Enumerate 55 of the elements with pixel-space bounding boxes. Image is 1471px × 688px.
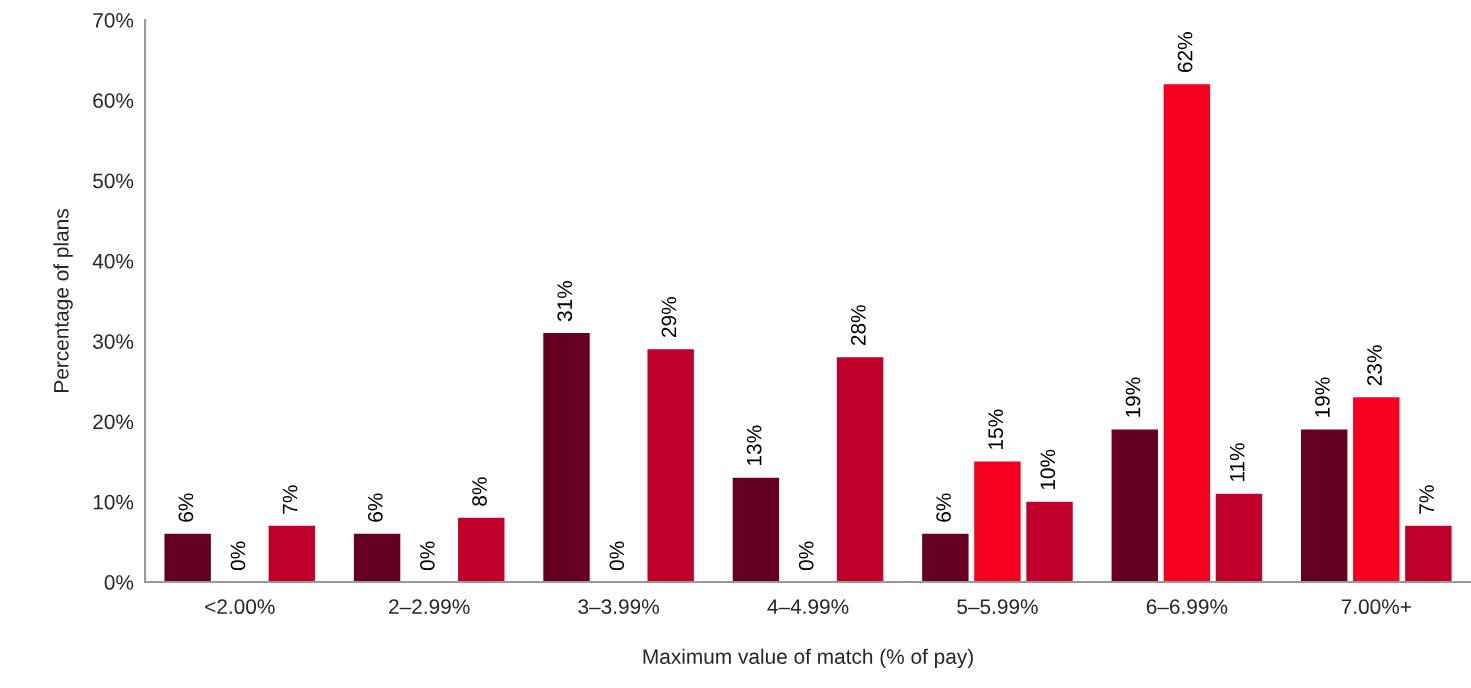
data-label: 29%: [661, 297, 677, 338]
data-label: 0%: [609, 541, 625, 571]
bar: [268, 525, 316, 583]
data-label: 8%: [472, 477, 487, 506]
bar: [1026, 501, 1073, 583]
y-tick-label: 30%: [93, 334, 134, 349]
data-label: 10%: [1040, 449, 1056, 490]
data-label: 19%: [1125, 377, 1141, 417]
data-label: 7%: [1419, 485, 1434, 514]
bar: [1300, 429, 1348, 583]
x-tick-label: 3–3.99%: [578, 599, 659, 615]
data-label: 19%: [1315, 377, 1330, 417]
y-tick-label: 60%: [93, 93, 134, 109]
bar: [974, 461, 1021, 583]
bar: [647, 349, 694, 583]
x-tick-label: 6–6.99%: [1146, 599, 1228, 615]
x-tick-label: 2–2.99%: [389, 599, 470, 615]
x-tick-label: 4–4.99%: [767, 599, 849, 615]
y-tick-label: 0%: [104, 575, 134, 590]
bar: [164, 533, 211, 583]
y-tick-label: 70%: [93, 12, 134, 28]
data-label: 23%: [1367, 345, 1382, 386]
bar: [1163, 84, 1211, 583]
data-label: 6%: [936, 493, 951, 522]
data-label: 6%: [178, 493, 194, 522]
bar: [1405, 525, 1452, 583]
bar: [1111, 429, 1158, 583]
data-label: 62%: [1177, 32, 1193, 73]
data-label: 28%: [850, 305, 866, 346]
data-label: 15%: [988, 409, 1004, 449]
bar: [543, 333, 590, 583]
bar: [836, 357, 884, 583]
y-tick-label: 10%: [93, 494, 134, 510]
data-label: 11%: [1229, 443, 1245, 482]
bar: [732, 477, 780, 583]
bar: [458, 517, 505, 583]
data-label: 0%: [420, 541, 435, 571]
y-axis-title: Percentage of plans: [53, 209, 73, 392]
y-tick-label: 20%: [93, 414, 134, 430]
bar: [1353, 397, 1400, 583]
bar: [1215, 493, 1263, 583]
data-label: 7%: [282, 485, 298, 514]
data-label: 13%: [746, 425, 762, 465]
bar: [353, 533, 401, 583]
y-tick-label: 50%: [93, 173, 134, 189]
x-tick-label: <2.00%: [205, 599, 275, 615]
bar: [922, 533, 969, 583]
data-label: 31%: [557, 281, 573, 322]
x-tick-label: 7.00%+: [1341, 599, 1411, 615]
data-label: 0%: [230, 541, 246, 571]
data-label: 0%: [798, 541, 814, 571]
data-label: 6%: [367, 493, 383, 522]
x-tick-label: 5–5.99%: [957, 599, 1038, 615]
x-axis-title: Maximum value of match (% of pay): [643, 648, 973, 669]
y-tick-label: 40%: [92, 253, 134, 269]
